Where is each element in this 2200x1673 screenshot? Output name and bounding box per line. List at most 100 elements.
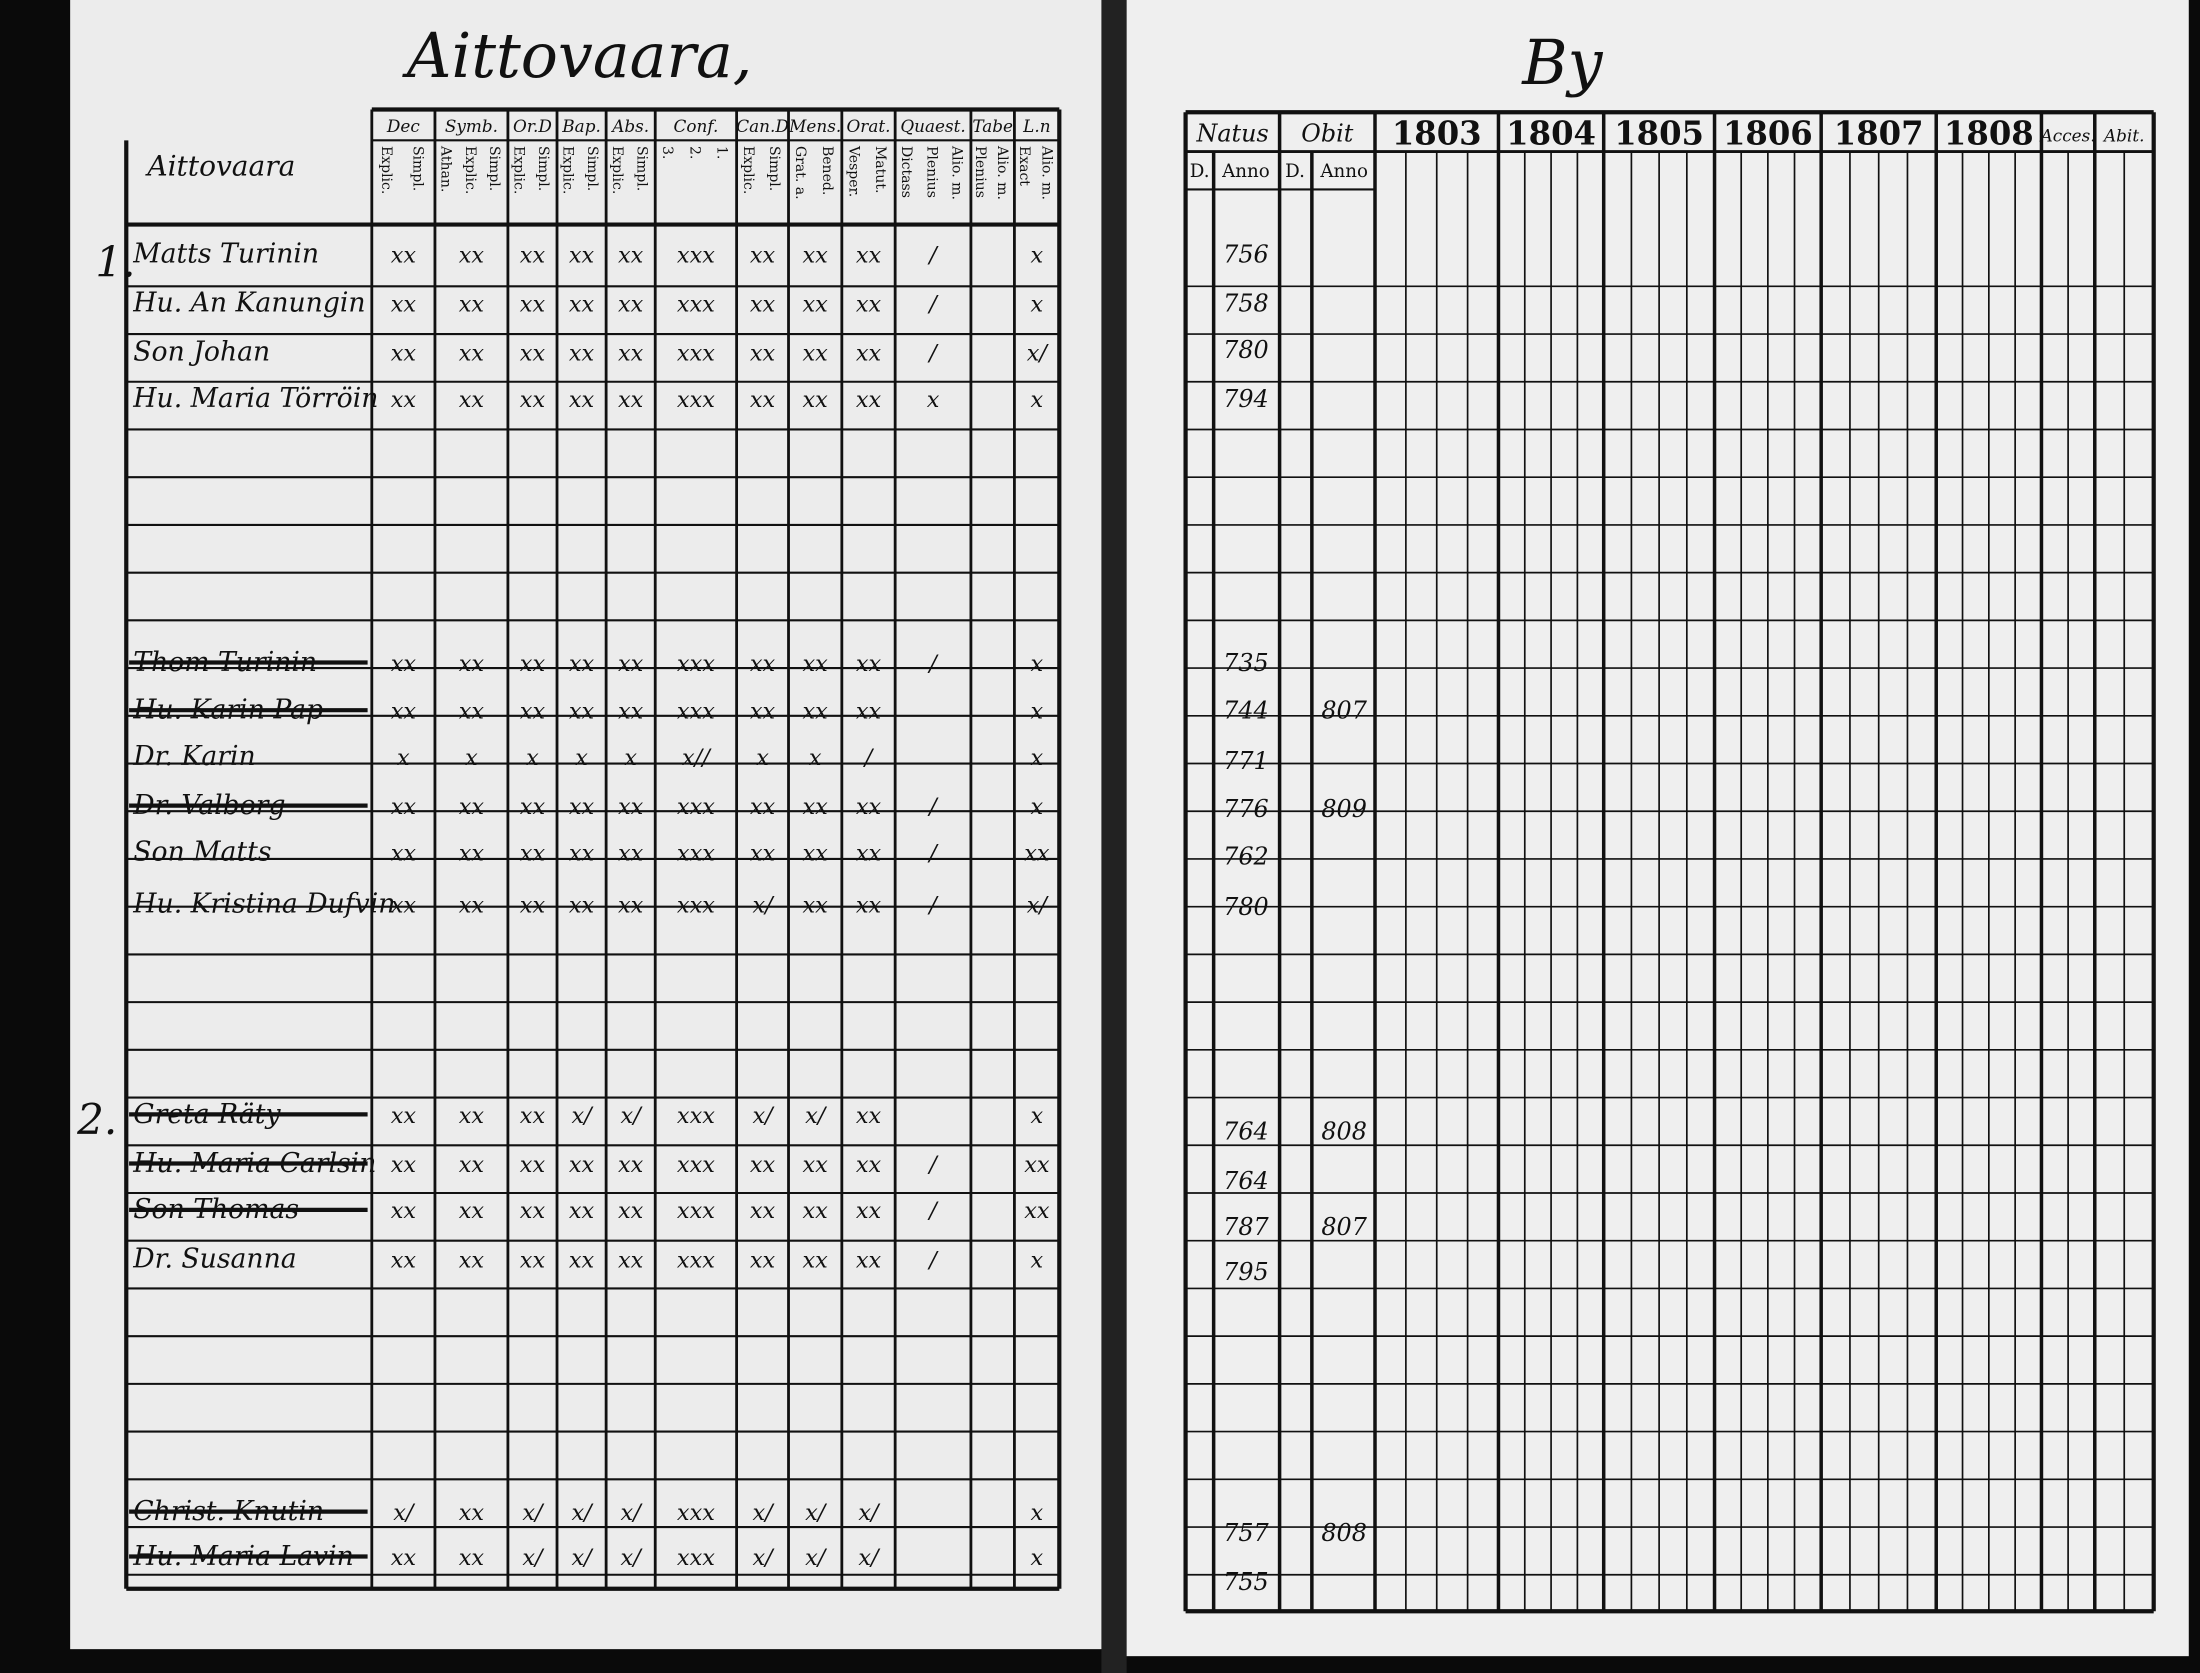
name-header: Aittovaara — [144, 149, 295, 182]
mark: x/ — [571, 1545, 594, 1571]
mark: xxx — [677, 699, 715, 725]
mark: xx — [391, 1545, 417, 1571]
mark: xx — [569, 1198, 595, 1224]
mark: xx — [803, 1152, 829, 1178]
column-header: Dec — [386, 116, 420, 136]
mark: xx — [459, 387, 485, 413]
death-year: 808 — [1321, 1118, 1367, 1146]
column-subheader: Alio. m. — [994, 145, 1010, 200]
mark: x — [1031, 1500, 1044, 1526]
sub-header: D. — [1285, 161, 1305, 182]
mark: xxx — [677, 1198, 715, 1224]
mark: x/ — [621, 1545, 644, 1571]
mark: xx — [391, 1198, 417, 1224]
mark: xx — [520, 1152, 546, 1178]
column-subheader: Bened. — [819, 146, 835, 195]
mark: xx — [856, 341, 882, 367]
mark: xx — [856, 840, 882, 866]
mark: x — [1031, 794, 1044, 820]
mark: xx — [520, 1247, 546, 1273]
mark: xx — [391, 840, 417, 866]
mark: xx — [459, 1152, 485, 1178]
person-name: Son Johan — [133, 337, 270, 368]
mark: / — [927, 1198, 939, 1224]
mark: xx — [750, 794, 776, 820]
birth-year: 780 — [1223, 893, 1269, 921]
mark: xx — [520, 1198, 546, 1224]
mark: xx — [750, 1198, 776, 1224]
mark: / — [927, 341, 939, 367]
mark: xx — [391, 699, 417, 725]
mark: x/ — [1027, 341, 1050, 367]
mark: x/ — [752, 1500, 775, 1526]
year-header: 1804 — [1506, 115, 1596, 153]
mark: xxx — [677, 840, 715, 866]
mark: xxx — [677, 651, 715, 677]
mark: x — [1031, 1247, 1044, 1273]
column-subheader: Vesper. — [846, 145, 862, 197]
mark: xx — [803, 1247, 829, 1273]
birth-year: 758 — [1223, 290, 1269, 318]
mark: xx — [391, 892, 417, 918]
mark: xx — [803, 794, 829, 820]
mark: x/ — [621, 1103, 644, 1129]
mark: xx — [391, 794, 417, 820]
mark: xx — [803, 1198, 829, 1224]
birth-year: 764 — [1223, 1167, 1269, 1195]
mark: xx — [618, 242, 644, 268]
column-subheader: Grat. a. — [792, 146, 808, 200]
mark: xx — [1024, 1198, 1050, 1224]
person-name: Dr. Karin — [132, 741, 255, 772]
mark: xx — [803, 387, 829, 413]
column-subheader: 3. — [659, 146, 675, 159]
death-year: 807 — [1321, 1213, 1367, 1241]
column-header: Quaest. — [900, 116, 965, 136]
birth-year: 735 — [1223, 649, 1269, 677]
mark: xx — [856, 1152, 882, 1178]
mark: xx — [569, 794, 595, 820]
mark: xx — [520, 292, 546, 318]
column-subheader: Explic. — [462, 146, 478, 194]
mark: xx — [391, 1152, 417, 1178]
mark: xxx — [677, 1500, 715, 1526]
death-year: 808 — [1321, 1519, 1367, 1547]
mark: xx — [520, 794, 546, 820]
mark: xxx — [677, 1247, 715, 1273]
birth-year: 764 — [1223, 1118, 1269, 1146]
column-subheader: Simpl. — [410, 146, 426, 191]
person-name: Matts Turinin — [132, 238, 319, 269]
year-header: 1808 — [1944, 115, 2034, 153]
mark: xx — [750, 840, 776, 866]
obit-header: Obit — [1301, 120, 1353, 148]
column-subheader: Simpl. — [486, 146, 502, 191]
mark: xx — [856, 1247, 882, 1273]
mark: xxx — [677, 387, 715, 413]
accessit-header: Acces. — [2039, 126, 2096, 146]
mark: xx — [459, 1103, 485, 1129]
mark: x — [927, 387, 940, 413]
mark: xx — [856, 699, 882, 725]
mark: x — [465, 745, 478, 771]
mark: xx — [856, 892, 882, 918]
mark: xx — [803, 840, 829, 866]
mark: xx — [618, 341, 644, 367]
mark: xx — [459, 1198, 485, 1224]
column-header: Mens. — [788, 116, 841, 136]
mark: xx — [459, 892, 485, 918]
mark: xx — [459, 1500, 485, 1526]
mark: xx — [520, 892, 546, 918]
column-subheader: Plenius — [923, 146, 939, 198]
mark: x/ — [752, 892, 775, 918]
sub-header: D. — [1190, 161, 1210, 182]
mark: xx — [750, 341, 776, 367]
mark: xx — [569, 1152, 595, 1178]
birth-year: 756 — [1223, 240, 1269, 268]
year-header: 1805 — [1614, 115, 1704, 153]
column-subheader: Matut. — [872, 146, 888, 193]
mark: xx — [618, 387, 644, 413]
column-subheader: Exact — [1016, 146, 1032, 186]
mark: xx — [618, 699, 644, 725]
column-header: Tabe — [972, 116, 1013, 136]
